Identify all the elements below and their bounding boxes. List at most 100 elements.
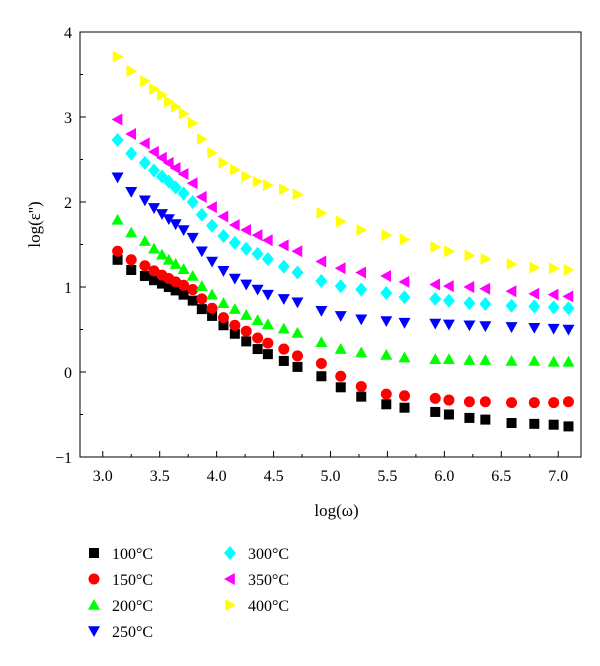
data-point [380, 316, 393, 327]
data-point [125, 226, 138, 238]
data-point [505, 354, 518, 366]
data-point [169, 180, 182, 195]
data-point [228, 218, 240, 231]
data-point [479, 354, 492, 365]
data-point [548, 419, 559, 430]
legend-label: 350°C [248, 572, 289, 589]
series-300C [111, 132, 575, 316]
legend-item: 300°C [224, 546, 289, 563]
data-point [380, 349, 393, 360]
data-point [177, 263, 190, 274]
data-point [217, 229, 230, 243]
data-point [206, 201, 217, 214]
data-point [126, 265, 137, 275]
data-point [429, 278, 441, 291]
data-point [241, 336, 252, 347]
data-point [562, 301, 575, 316]
data-point [148, 145, 159, 158]
data-point [356, 224, 368, 237]
data-point [195, 190, 207, 203]
data-point [177, 167, 189, 180]
data-point [548, 397, 560, 409]
data-point [197, 133, 208, 146]
data-point [277, 239, 289, 252]
data-point [463, 354, 476, 365]
data-point [149, 275, 160, 286]
data-point [315, 255, 327, 268]
data-point [334, 343, 347, 354]
x-tick-label: 3.5 [150, 468, 170, 485]
data-point [528, 299, 541, 314]
data-point [263, 179, 274, 191]
data-point [162, 253, 175, 265]
y-axis: −1 0 1 2 3 4 [55, 25, 86, 467]
data-point [355, 266, 367, 279]
data-point [162, 156, 174, 169]
data-point [148, 242, 161, 254]
legend-label: 400°C [248, 598, 289, 615]
data-point [229, 328, 240, 339]
data-point [315, 358, 327, 369]
data-point [334, 311, 347, 322]
data-point [463, 296, 476, 311]
data-point [162, 214, 175, 225]
data-point [125, 187, 138, 198]
data-point [547, 323, 560, 335]
data-point [228, 235, 241, 250]
data-point [195, 207, 208, 222]
data-point [506, 397, 518, 409]
data-point [505, 322, 518, 333]
data-point [430, 241, 442, 254]
data-point [528, 397, 540, 409]
data-point [335, 382, 346, 393]
legend-label: 150°C [112, 572, 153, 589]
data-point [398, 275, 410, 288]
data-point [547, 288, 559, 301]
data-point [316, 207, 328, 220]
data-point [196, 304, 207, 315]
data-point [207, 146, 219, 159]
data-point [148, 203, 161, 214]
data-point [186, 177, 198, 190]
legend-marker [88, 599, 100, 610]
data-point [252, 175, 264, 188]
x-tick-label: 3.0 [93, 468, 113, 485]
legend-marker [224, 546, 236, 560]
data-point [240, 279, 253, 291]
data-point [399, 390, 411, 402]
data-point [563, 264, 575, 276]
data-point [479, 297, 492, 311]
data-point [529, 261, 541, 274]
legend: 100°C 150°C 200°C 250°C 300°C 350°C 400°C [88, 546, 289, 641]
data-point [315, 306, 328, 317]
data-point [169, 162, 181, 174]
data-point [464, 412, 475, 423]
data-point [547, 355, 560, 367]
data-point [316, 371, 327, 382]
y-tick-label: 3 [64, 110, 72, 127]
data-point [149, 82, 161, 95]
x-axis: 3.0 3.5 4.0 4.5 5.0 5.5 6.0 6.5 7.0 [93, 451, 568, 485]
data-point [398, 317, 411, 329]
data-point [429, 353, 442, 365]
data-point [228, 303, 241, 314]
x-tick-label: 6.0 [434, 468, 454, 485]
x-tick-label: 5.0 [321, 468, 341, 485]
data-point [480, 414, 491, 425]
legend-marker [89, 548, 99, 558]
x-tick-label: 7.0 [548, 468, 568, 485]
data-point [442, 319, 455, 331]
data-point [399, 233, 411, 246]
x-tick-label: 4.5 [264, 468, 284, 485]
y-tick-label: 4 [64, 25, 72, 42]
data-point [217, 312, 229, 324]
data-point [479, 282, 491, 295]
data-point [156, 278, 167, 289]
data-point [464, 249, 476, 262]
data-point [278, 343, 290, 355]
data-point [240, 224, 252, 237]
data-point [196, 293, 208, 305]
legend-item: 250°C [88, 624, 153, 641]
data-point [528, 323, 541, 334]
data-point [442, 280, 454, 293]
